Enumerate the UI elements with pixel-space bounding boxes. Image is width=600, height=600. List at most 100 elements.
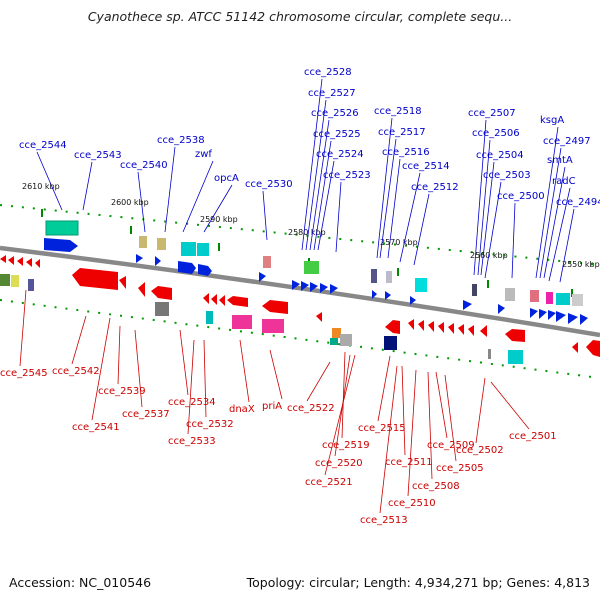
topology-text: Topology: circular; Length: 4,934,271 bp…: [246, 575, 590, 590]
lower-gene-label: cce_2522: [287, 403, 335, 414]
kbp-tick-label: 2610 kbp: [22, 182, 60, 191]
upper-leader-line: [480, 161, 495, 276]
upper-leader-line: [164, 146, 176, 233]
lower-gene-label: cce_2532: [186, 419, 234, 430]
lower-leader-line: [401, 365, 406, 456]
upper-gene-label: cce_2503: [483, 170, 531, 181]
upper-gene-label: cce_2544: [19, 140, 67, 151]
upper-gene-label: cce_2507: [468, 108, 516, 119]
lower-leader-line: [19, 289, 27, 367]
lower-leader-line: [341, 351, 346, 439]
upper-gene-label: zwf: [195, 149, 212, 160]
lower-leader-line: [71, 315, 87, 365]
upper-gene-label: cce_2527: [308, 88, 356, 99]
upper-leader-line: [535, 126, 559, 279]
upper-gene-label: cce_2523: [323, 170, 371, 181]
lower-leader-line: [269, 349, 283, 400]
upper-gene-label: opcA: [214, 173, 239, 184]
lower-gene-label: cce_2534: [168, 397, 216, 408]
upper-gene-label: cce_2500: [497, 191, 545, 202]
upper-gene-label: cce_2517: [378, 127, 426, 138]
upper-leader-line: [305, 99, 327, 251]
upper-gene-label: cce_2528: [304, 67, 352, 78]
lower-leader-line: [427, 371, 433, 480]
upper-gene-label: cce_2497: [543, 136, 591, 147]
lower-gene-label: cce_2519: [322, 440, 370, 451]
upper-gene-label: ksgA: [540, 115, 564, 126]
lower-leader-line: [490, 381, 530, 430]
upper-gene-label: radC: [552, 176, 576, 187]
upper-leader-line: [539, 147, 562, 279]
lower-gene-label: cce_2509: [427, 440, 475, 451]
upper-leader-line: [548, 187, 571, 282]
upper-gene-label: cce_2525: [313, 129, 361, 140]
upper-leader-line: [203, 184, 233, 233]
kbp-tick-label: 2590 kbp: [200, 215, 238, 224]
upper-gene-label: cce_2526: [311, 108, 359, 119]
lower-gene-label: cce_2508: [412, 481, 460, 492]
upper-gene-label: cce_2540: [120, 160, 168, 171]
upper-leader-line: [313, 140, 332, 251]
upper-gene-label: cce_2538: [157, 135, 205, 146]
lower-leader-line: [134, 329, 143, 408]
upper-leader-line: [335, 181, 342, 253]
lower-leader-line: [117, 325, 121, 385]
upper-leader-line: [387, 158, 401, 259]
kbp-tick-label: 2570 kbp: [380, 238, 418, 247]
upper-leader-line: [511, 202, 516, 279]
lower-gene-label: cce_2501: [509, 431, 557, 442]
lower-leader-line: [306, 361, 331, 402]
upper-gene-label: cce_2543: [74, 150, 122, 161]
map-title: Cyanothece sp. ATCC 51142 chromosome cir…: [87, 9, 513, 24]
lower-gene-label: cce_2502: [456, 445, 504, 456]
lower-gene-label: priA: [262, 401, 282, 412]
lower-leader-line: [475, 377, 486, 444]
upper-leader-line: [82, 161, 93, 211]
upper-gene-label: cce_2524: [316, 149, 364, 160]
upper-leader-line: [477, 139, 491, 276]
kbp-tick-label: 2600 kbp: [111, 198, 149, 207]
lower-gene-label: cce_2539: [98, 386, 146, 397]
upper-leader-line: [379, 138, 397, 259]
lower-leader-line: [179, 329, 189, 396]
upper-leader-line: [543, 166, 566, 279]
lower-gene-label: dnaX: [229, 404, 255, 415]
upper-leader-line: [309, 119, 330, 251]
upper-gene-label: cce_2504: [476, 150, 524, 161]
forward-strand-features: [44, 220, 588, 325]
upper-leader-line: [137, 171, 146, 233]
chromosome-backbone: [0, 245, 600, 338]
lower-gene-label: cce_2545: [0, 368, 48, 379]
lower-gene-label: cce_2521: [305, 477, 353, 488]
upper-leader-line: [484, 181, 502, 279]
lower-leader-line: [187, 339, 195, 435]
upper-gene-label: cce_2506: [472, 128, 520, 139]
reverse-strand-features: [0, 255, 600, 364]
lower-gene-label: cce_2505: [436, 463, 484, 474]
upper-leader-line: [473, 119, 487, 276]
upper-leader-line: [559, 208, 575, 283]
lower-gene-label: cce_2511: [385, 457, 433, 468]
lower-leader-line: [239, 339, 250, 403]
upper-gene-label: smtA: [547, 155, 573, 166]
lower-gene-label: cce_2533: [168, 436, 216, 447]
upper-gene-label: cce_2512: [411, 182, 459, 193]
lower-gene-label: cce_2510: [388, 498, 436, 509]
accession-text: Accession: NC_010546: [9, 575, 152, 590]
label-leader-lines: [19, 78, 575, 514]
lower-gene-label: cce_2520: [315, 458, 363, 469]
lower-leader-line: [379, 365, 398, 514]
lower-gene-label: cce_2541: [72, 422, 120, 433]
kbp-tick-label: 2550 kbp: [562, 260, 600, 269]
lower-gene-label: cce_2537: [122, 409, 170, 420]
outer-ring-guide: [0, 204, 600, 266]
lower-leader-line: [377, 355, 391, 422]
inner-ring-guide: [0, 299, 600, 379]
upper-gene-label: cce_2530: [245, 179, 293, 190]
upper-leader-line: [399, 172, 421, 263]
lower-leader-line: [91, 317, 111, 421]
lower-gene-labels: cce_2545 cce_2542 cce_2541 cce_2539 cce_2537…: [0, 366, 557, 526]
upper-gene-label: cce_2494: [556, 197, 600, 208]
kbp-tick-label: 2580 kbp: [288, 228, 326, 237]
